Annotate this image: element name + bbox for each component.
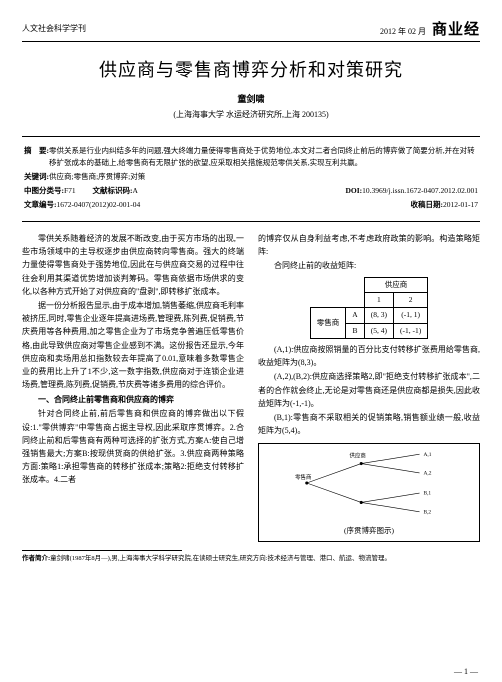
body-para: (A,1):供应商按照销量的百分比支付转移扩张费用给零售商,收益矩阵为(8,3)… xyxy=(258,343,480,369)
doi-value: 10.3969/j.issn.1672-0407.2012.02.001 xyxy=(362,186,478,195)
footnote-separator xyxy=(22,550,182,551)
body-para: 的博弈仅从自身利益考虑,不考虑政府政策的影响。构造策略矩阵: xyxy=(258,232,480,258)
body-columns: 零供关系随着经济的发展不断改变,由于买方市场的出现,一些市场领域中的主导权逐步由… xyxy=(22,232,480,542)
left-column: 零供关系随着经济的发展不断改变,由于买方市场的出现,一些市场领域中的主导权逐步由… xyxy=(22,232,244,542)
tree-retailer-label: 零售商 xyxy=(295,473,312,481)
tree-supplier-label: 供应商 xyxy=(350,452,367,460)
matrix-cell: (-1, 1) xyxy=(393,308,427,323)
matrix-col: 1 xyxy=(364,292,393,307)
clc-label: 中图分类号: xyxy=(24,186,64,195)
footnote-label: 作者简介: xyxy=(22,555,50,562)
matrix-supplier-label: 供应商 xyxy=(364,277,428,292)
diagram-caption: (序贯博弈图示) xyxy=(263,525,475,537)
keywords-text: 供应商;零售商;序贯博弈;对策 xyxy=(49,171,145,183)
articleid-value: 1672-0407(2012)02-001-04 xyxy=(57,200,141,209)
game-tree-diagram: 零售商 供应商 A,1 A,2 B,1 B,2 (序贯博弈图示) xyxy=(258,443,480,542)
footnote-text: 童剑啸(1987年8月—),男,上海海事大学科学研究院,在读硕士研究生,研究方向… xyxy=(50,555,391,562)
author-name: 童剑啸 xyxy=(22,92,480,105)
body-para: (B,1):零售商不采取相关的促销策略,销售额业绩一般,收益矩阵为(5,4)。 xyxy=(258,411,480,437)
tree-leaf: B,2 xyxy=(423,510,431,516)
journal-section: 人文社会科学学刊 xyxy=(22,23,86,34)
matrix-cell: (8, 3) xyxy=(364,308,393,323)
clc-value: F71 xyxy=(64,186,76,195)
page-header: 人文社会科学学刊 2012 年 02 月 商业经 xyxy=(22,18,480,42)
articleid-label: 文章编号: xyxy=(24,200,57,209)
right-column: 的博弈仅从自身利益考虑,不考虑政府政策的影响。构造策略矩阵: 合同终止前的收益矩… xyxy=(258,232,480,542)
matrix-retailer-label: 零售商 xyxy=(310,308,346,339)
author-affiliation: (上海海事大学 水运经济研究所,上海 200135) xyxy=(22,109,480,120)
body-para: (A,2),(B,2):供应商选择策略2,即"拒绝支付转移扩张成本",二者的合作… xyxy=(258,370,480,410)
author-footnote: 作者简介:童剑啸(1987年8月—),男,上海海事大学科学研究院,在读硕士研究生… xyxy=(22,554,480,563)
body-para: 零供关系随着经济的发展不断改变,由于买方市场的出现,一些市场领域中的主导权逐步由… xyxy=(22,232,244,298)
issue-date: 2012 年 02 月 xyxy=(380,26,426,37)
journal-logo: 商业经 xyxy=(432,18,480,39)
matrix-cell: (-1, -1) xyxy=(393,323,427,338)
matrix-row: A xyxy=(346,308,364,323)
tree-leaf: A,2 xyxy=(423,471,431,477)
body-para: 针对合同终止前,前后零售商和供应商的博弈做出以下假设:1."零供博弈"中零售商占… xyxy=(22,407,244,486)
recv-value: 2012-01-17 xyxy=(443,200,478,209)
section-heading: 一、合同终止前零售商和供应商的博弈 xyxy=(22,393,244,406)
abstract-label: 摘 要: xyxy=(24,145,49,169)
payoff-matrix: 供应商 1 2 零售商 A (8, 3) (-1, 1) B (5, 4) (-… xyxy=(258,277,480,340)
doccode-value: A xyxy=(133,186,138,195)
matrix-col: 2 xyxy=(393,292,427,307)
matrix-title: 合同终止前的收益矩阵: xyxy=(258,259,480,272)
abstract-text: 零供关系是行业内纠结多年的问题,强大终端力量使得零售商处于优势地位,本文对二者合… xyxy=(49,145,478,169)
doccode-label: 文献标识码: xyxy=(93,186,133,195)
page-number: — 1 — xyxy=(454,667,478,676)
matrix-row: B xyxy=(346,323,364,338)
keywords-label: 关键词: xyxy=(24,171,49,183)
doi-label: DOI: xyxy=(345,186,362,195)
recv-label: 收稿日期: xyxy=(411,200,444,209)
article-title: 供应商与零售商博弈分析和对策研究 xyxy=(22,56,480,82)
matrix-cell: (5, 4) xyxy=(364,323,393,338)
tree-leaf: B,1 xyxy=(423,491,431,497)
abstract-box: 摘 要: 零供关系是行业内纠结多年的问题,强大终端力量使得零售商处于优势地位,本… xyxy=(22,136,480,222)
tree-leaf: A,1 xyxy=(423,452,431,458)
body-para: 据一份分析报告显示,由于成本增加,销售萎缩,供应商毛利率被挤压,同时,零售企业逐… xyxy=(22,299,244,391)
